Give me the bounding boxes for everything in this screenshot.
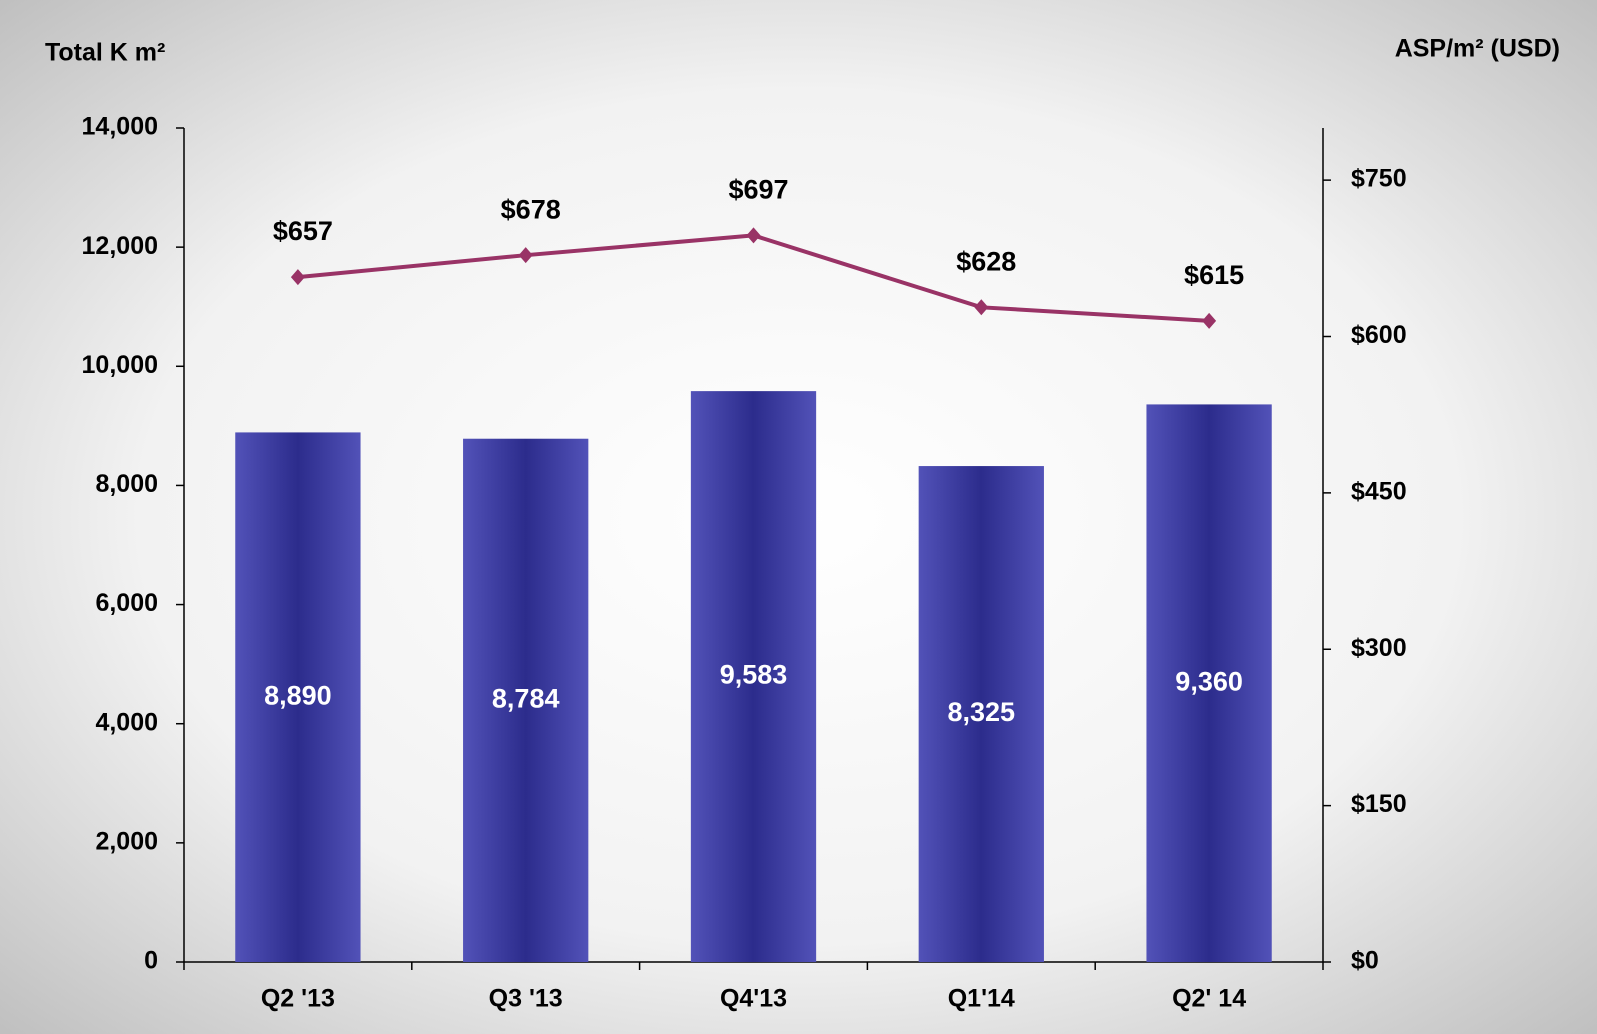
y2-axis-title: ASP/m² (USD) xyxy=(1395,35,1560,63)
line-value-label: $657 xyxy=(273,216,333,246)
y-tick-label: 6,000 xyxy=(95,589,158,617)
line-value-label: $628 xyxy=(956,246,1016,276)
y2-tick-label: $600 xyxy=(1351,321,1407,349)
bar-value-label: 9,583 xyxy=(720,660,788,690)
bar-value-label: 9,360 xyxy=(1175,666,1243,696)
line-value-label: $697 xyxy=(728,175,788,205)
y-tick-label: 8,000 xyxy=(95,470,158,498)
bar-value-label: 8,784 xyxy=(492,683,560,713)
x-tick-label: Q2' 14 xyxy=(1172,985,1246,1013)
y-tick-label: 14,000 xyxy=(82,113,158,141)
line-marker xyxy=(518,247,533,264)
y-tick-label: 4,000 xyxy=(95,708,158,736)
bar xyxy=(463,438,589,962)
bar xyxy=(1146,404,1272,962)
line-marker xyxy=(1202,312,1217,329)
y-tick-label: 12,000 xyxy=(82,232,158,260)
bar-value-label: 8,890 xyxy=(264,680,332,710)
x-tick-label: Q3 '13 xyxy=(489,985,563,1013)
bar-value-label: 8,325 xyxy=(948,697,1016,727)
line-value-label: $678 xyxy=(501,194,561,224)
y-tick-label: 0 xyxy=(144,947,158,975)
y2-tick-label: $450 xyxy=(1351,477,1407,505)
y2-tick-label: $150 xyxy=(1351,790,1407,818)
x-tick-label: Q2 '13 xyxy=(261,985,335,1013)
y2-tick-label: $0 xyxy=(1351,947,1379,975)
y2-tick-label: $750 xyxy=(1351,165,1407,193)
x-tick-label: Q4'13 xyxy=(720,985,787,1013)
y-axis-title: Total K m² xyxy=(45,39,165,67)
y2-tick-label: $300 xyxy=(1351,634,1407,662)
bar xyxy=(918,466,1044,962)
line-marker xyxy=(290,269,305,286)
y-tick-label: 2,000 xyxy=(95,827,158,855)
y-tick-label: 10,000 xyxy=(82,351,158,379)
line-marker xyxy=(974,299,989,316)
bar xyxy=(235,432,361,962)
line-marker xyxy=(746,227,761,244)
x-tick-label: Q1'14 xyxy=(948,985,1015,1013)
line-value-label: $615 xyxy=(1184,260,1244,290)
bar xyxy=(690,391,817,962)
